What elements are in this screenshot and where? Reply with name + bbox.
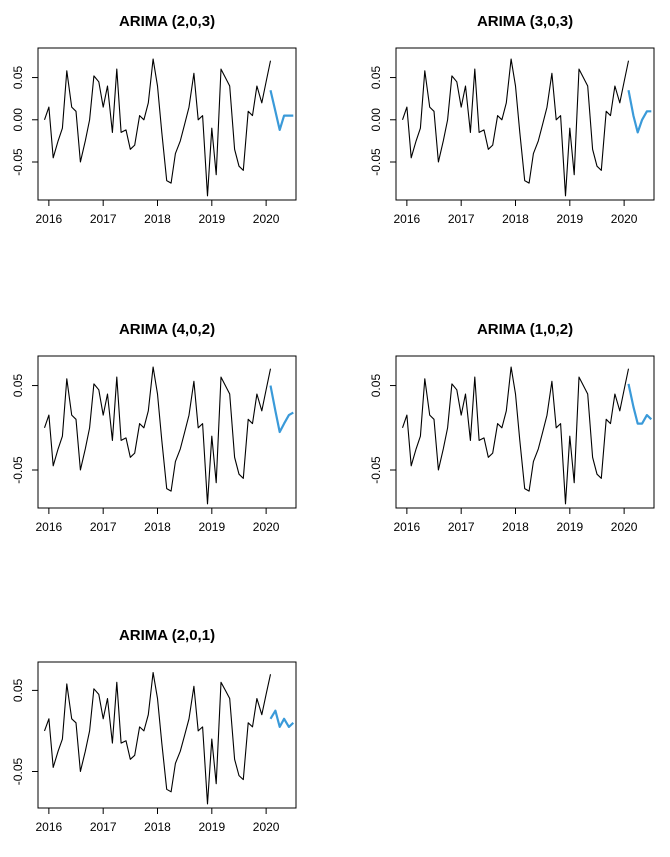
- x-tick-label: 2019: [198, 820, 225, 834]
- forecast-series-line: [269, 89, 294, 131]
- observed-series-line: [401, 366, 630, 505]
- plot-frame: [37, 661, 297, 809]
- forecast-series-line: [627, 383, 653, 425]
- x-tick-label: 2018: [144, 520, 171, 534]
- x-tick-label: 2018: [502, 520, 529, 534]
- y-tick-label: 0.05: [369, 66, 383, 90]
- x-tick-label: 2020: [611, 212, 638, 226]
- observed-series-line: [43, 671, 272, 805]
- x-tick-label: 2016: [36, 820, 63, 834]
- chart-panel: ARIMA (4,0,2) 2016 2017 2018 2019 2020 -0.05 0.…: [11, 321, 297, 534]
- forecast-series-line: [269, 709, 295, 729]
- observed-series-line: [43, 58, 272, 197]
- x-tick-label: 2017: [90, 212, 117, 226]
- chart-title: ARIMA (1,0,2): [477, 321, 573, 338]
- x-tick-label: 2018: [144, 820, 171, 834]
- chart-title: ARIMA (2,0,1): [119, 627, 215, 644]
- x-tick-label: 2020: [253, 520, 280, 534]
- y-tick-label: 0.00: [369, 108, 383, 132]
- plot-frame: [37, 47, 297, 201]
- forecast-series-line: [627, 89, 652, 134]
- y-tick-label: 0.05: [11, 678, 25, 702]
- chart-title: ARIMA (2,0,3): [119, 13, 215, 30]
- x-tick-label: 2019: [556, 520, 583, 534]
- x-tick-label: 2017: [448, 212, 475, 226]
- x-tick-label: 2016: [36, 520, 63, 534]
- plot-frame: [395, 355, 655, 509]
- x-tick-label: 2019: [556, 212, 583, 226]
- x-tick-label: 2017: [90, 820, 117, 834]
- x-tick-label: 2017: [90, 520, 117, 534]
- x-tick-label: 2020: [611, 520, 638, 534]
- chart-panel: ARIMA (3,0,3) 2016 2017 2018 2019 2020 -0.05 0.…: [369, 13, 655, 226]
- y-tick-label: -0.05: [11, 456, 25, 484]
- x-tick-label: 2016: [394, 520, 421, 534]
- x-tick-label: 2019: [198, 212, 225, 226]
- x-tick-label: 2019: [198, 520, 225, 534]
- chart-title: ARIMA (3,0,3): [477, 13, 573, 30]
- observed-series-line: [43, 366, 272, 505]
- plot-frame: [395, 47, 655, 201]
- x-tick-label: 2018: [144, 212, 171, 226]
- x-tick-label: 2020: [253, 820, 280, 834]
- y-tick-label: 0.05: [369, 374, 383, 398]
- y-tick-label: 0.00: [11, 108, 25, 132]
- plot-frame: [37, 355, 297, 509]
- y-tick-label: -0.05: [11, 758, 25, 786]
- x-tick-label: 2018: [502, 212, 529, 226]
- x-tick-label: 2016: [36, 212, 63, 226]
- x-tick-label: 2016: [394, 212, 421, 226]
- y-tick-label: -0.05: [11, 148, 25, 176]
- y-tick-label: -0.05: [369, 148, 383, 176]
- y-tick-label: -0.05: [369, 456, 383, 484]
- chart-title: ARIMA (4,0,2): [119, 321, 215, 338]
- x-tick-label: 2020: [253, 212, 280, 226]
- chart-panel: ARIMA (1,0,2) 2016 2017 2018 2019 2020 -0.05 0.…: [369, 321, 655, 534]
- x-tick-label: 2017: [448, 520, 475, 534]
- y-tick-label: 0.05: [11, 374, 25, 398]
- chart-panel: ARIMA (2,0,1) 2016 2017 2018 2019 2020 -0.05 0.…: [11, 627, 297, 834]
- observed-series-line: [401, 58, 630, 197]
- y-tick-label: 0.05: [11, 66, 25, 90]
- forecast-series-line: [269, 385, 294, 434]
- chart-panel: ARIMA (2,0,3) 2016 2017 2018 2019 2020 -0.05 0.…: [11, 13, 297, 226]
